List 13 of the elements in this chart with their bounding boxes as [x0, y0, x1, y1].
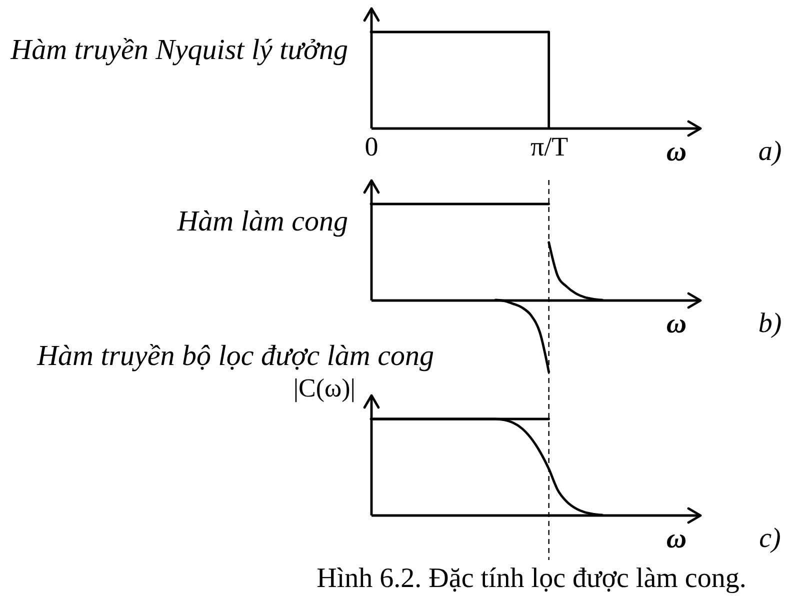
x-axis-title: ω	[666, 136, 687, 168]
chart-title: Hàm truyền bộ lọc được làm cong	[36, 340, 434, 372]
text: b)	[758, 308, 782, 339]
x-tick-label: π/T	[530, 132, 569, 162]
x-tick-label: 0	[364, 132, 378, 162]
chart-title: Hàm làm cong	[176, 205, 348, 238]
text: Hình 6.2. Đặc tính lọc được làm cong.	[316, 563, 746, 594]
chart-title: Hàm truyền Nyquist lý tưởng	[10, 34, 348, 66]
y-axis-title: |C(ω)|	[293, 374, 356, 402]
text: a)	[758, 136, 782, 167]
x-axis-title: ω	[666, 308, 687, 340]
text: c)	[759, 523, 781, 554]
x-axis-title: ω	[666, 524, 687, 554]
